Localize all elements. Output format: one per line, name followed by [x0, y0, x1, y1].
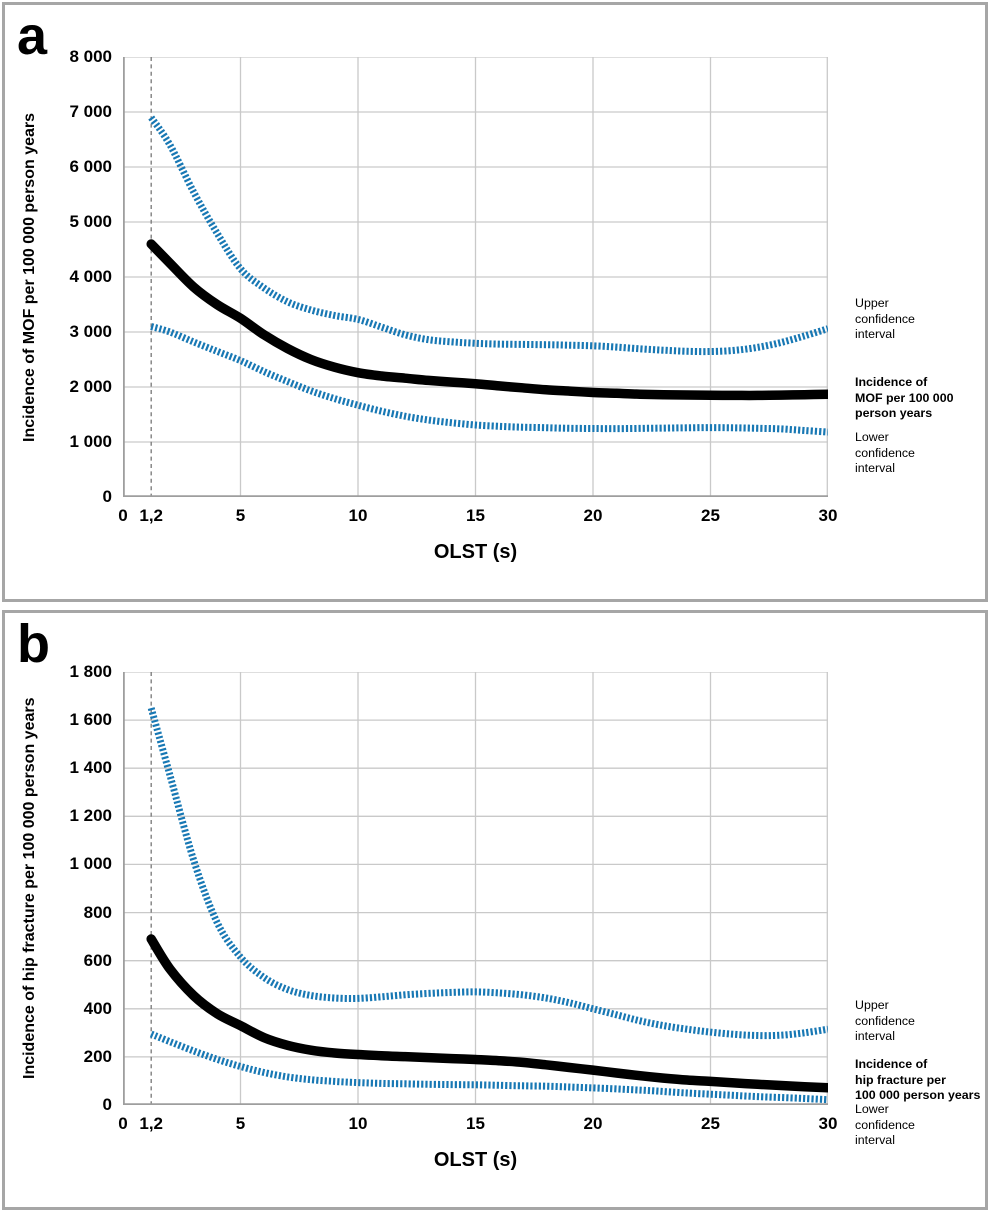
y-tick-label: 0	[102, 1095, 112, 1114]
x-axis-title: OLST (s)	[433, 541, 518, 563]
y-tick-label: 200	[83, 1046, 112, 1066]
figure-panel-b: b Incidence of hip fracture per 100 000 …	[2, 610, 988, 1210]
chart-canvas	[123, 57, 828, 497]
x-tick-label: 20	[583, 1114, 603, 1133]
y-tick-label: 600	[83, 950, 112, 970]
y-tick-label: 1 200	[69, 806, 112, 826]
lower_ci-curve	[150, 323, 828, 436]
main-curve	[146, 239, 828, 401]
x-tick-label: 25	[701, 1114, 720, 1133]
legend-main-series-label: Incidence of MOF per 100 000 person year…	[855, 375, 954, 420]
x-tick-label: 25	[701, 506, 720, 525]
legend-upper-ci-label: Upper confidence interval	[855, 296, 915, 341]
x-tick-label: 0	[118, 506, 128, 525]
y-tick-label: 7 000	[69, 102, 112, 121]
y-tick-label: 1 800	[69, 662, 112, 681]
y-tick-label: 6 000	[69, 157, 112, 176]
y-tick-label: 0	[102, 487, 112, 506]
y-tick-label: 1 000	[69, 854, 112, 874]
x-tick-label: 5	[235, 506, 246, 525]
x-tick-label: 30	[818, 1114, 838, 1133]
x-tick-label: 15	[466, 506, 485, 525]
x-tick-label: 0	[118, 1114, 128, 1133]
x-tick-label: 1,2	[139, 506, 163, 525]
legend-lower-ci-label: Lower confidence interval	[855, 430, 915, 475]
y-tick-label: 8 000	[69, 47, 112, 66]
panel-letter-b: b	[17, 614, 50, 674]
x-tick-label: 10	[348, 1114, 368, 1133]
legend-main-series-label: Incidence of hip fracture per 100 000 pe…	[855, 1057, 981, 1102]
panel-letter-a: a	[17, 6, 48, 66]
y-tick-label: 3 000	[69, 322, 112, 341]
x-axis-title: OLST (s)	[433, 1149, 518, 1171]
legend-upper-ci-label: Upper confidence interval	[855, 998, 915, 1043]
legend-lower-ci-label: Lower confidence interval	[855, 1102, 915, 1147]
x-tick-label: 5	[235, 1114, 246, 1133]
upper_ci-curve	[147, 707, 828, 1040]
x-tick-label: 10	[348, 506, 368, 525]
x-tick-label: 30	[818, 506, 838, 525]
y-tick-label: 5 000	[69, 212, 112, 231]
y-tick-label: 2 000	[69, 377, 112, 396]
figure-panel-a: a Incidence of MOF per 100 000 person ye…	[2, 2, 988, 602]
upper_ci-curve	[148, 115, 828, 356]
y-tick-label: 1 400	[69, 758, 112, 778]
y-tick-label: 400	[83, 998, 112, 1018]
y-tick-label: 1 000	[69, 432, 112, 451]
x-tick-label: 15	[466, 1114, 485, 1133]
x-tick-label: 1,2	[139, 1114, 163, 1133]
y-tick-label: 4 000	[69, 267, 112, 286]
chart-canvas	[123, 672, 828, 1105]
y-tick-label: 1 600	[69, 710, 112, 730]
lower_ci-curve	[149, 1030, 828, 1104]
main-curve	[146, 934, 828, 1093]
y-axis-title: Incidence of hip fracture per 100 000 pe…	[21, 697, 38, 1080]
y-tick-label: 800	[83, 902, 112, 922]
x-tick-label: 20	[583, 506, 603, 525]
